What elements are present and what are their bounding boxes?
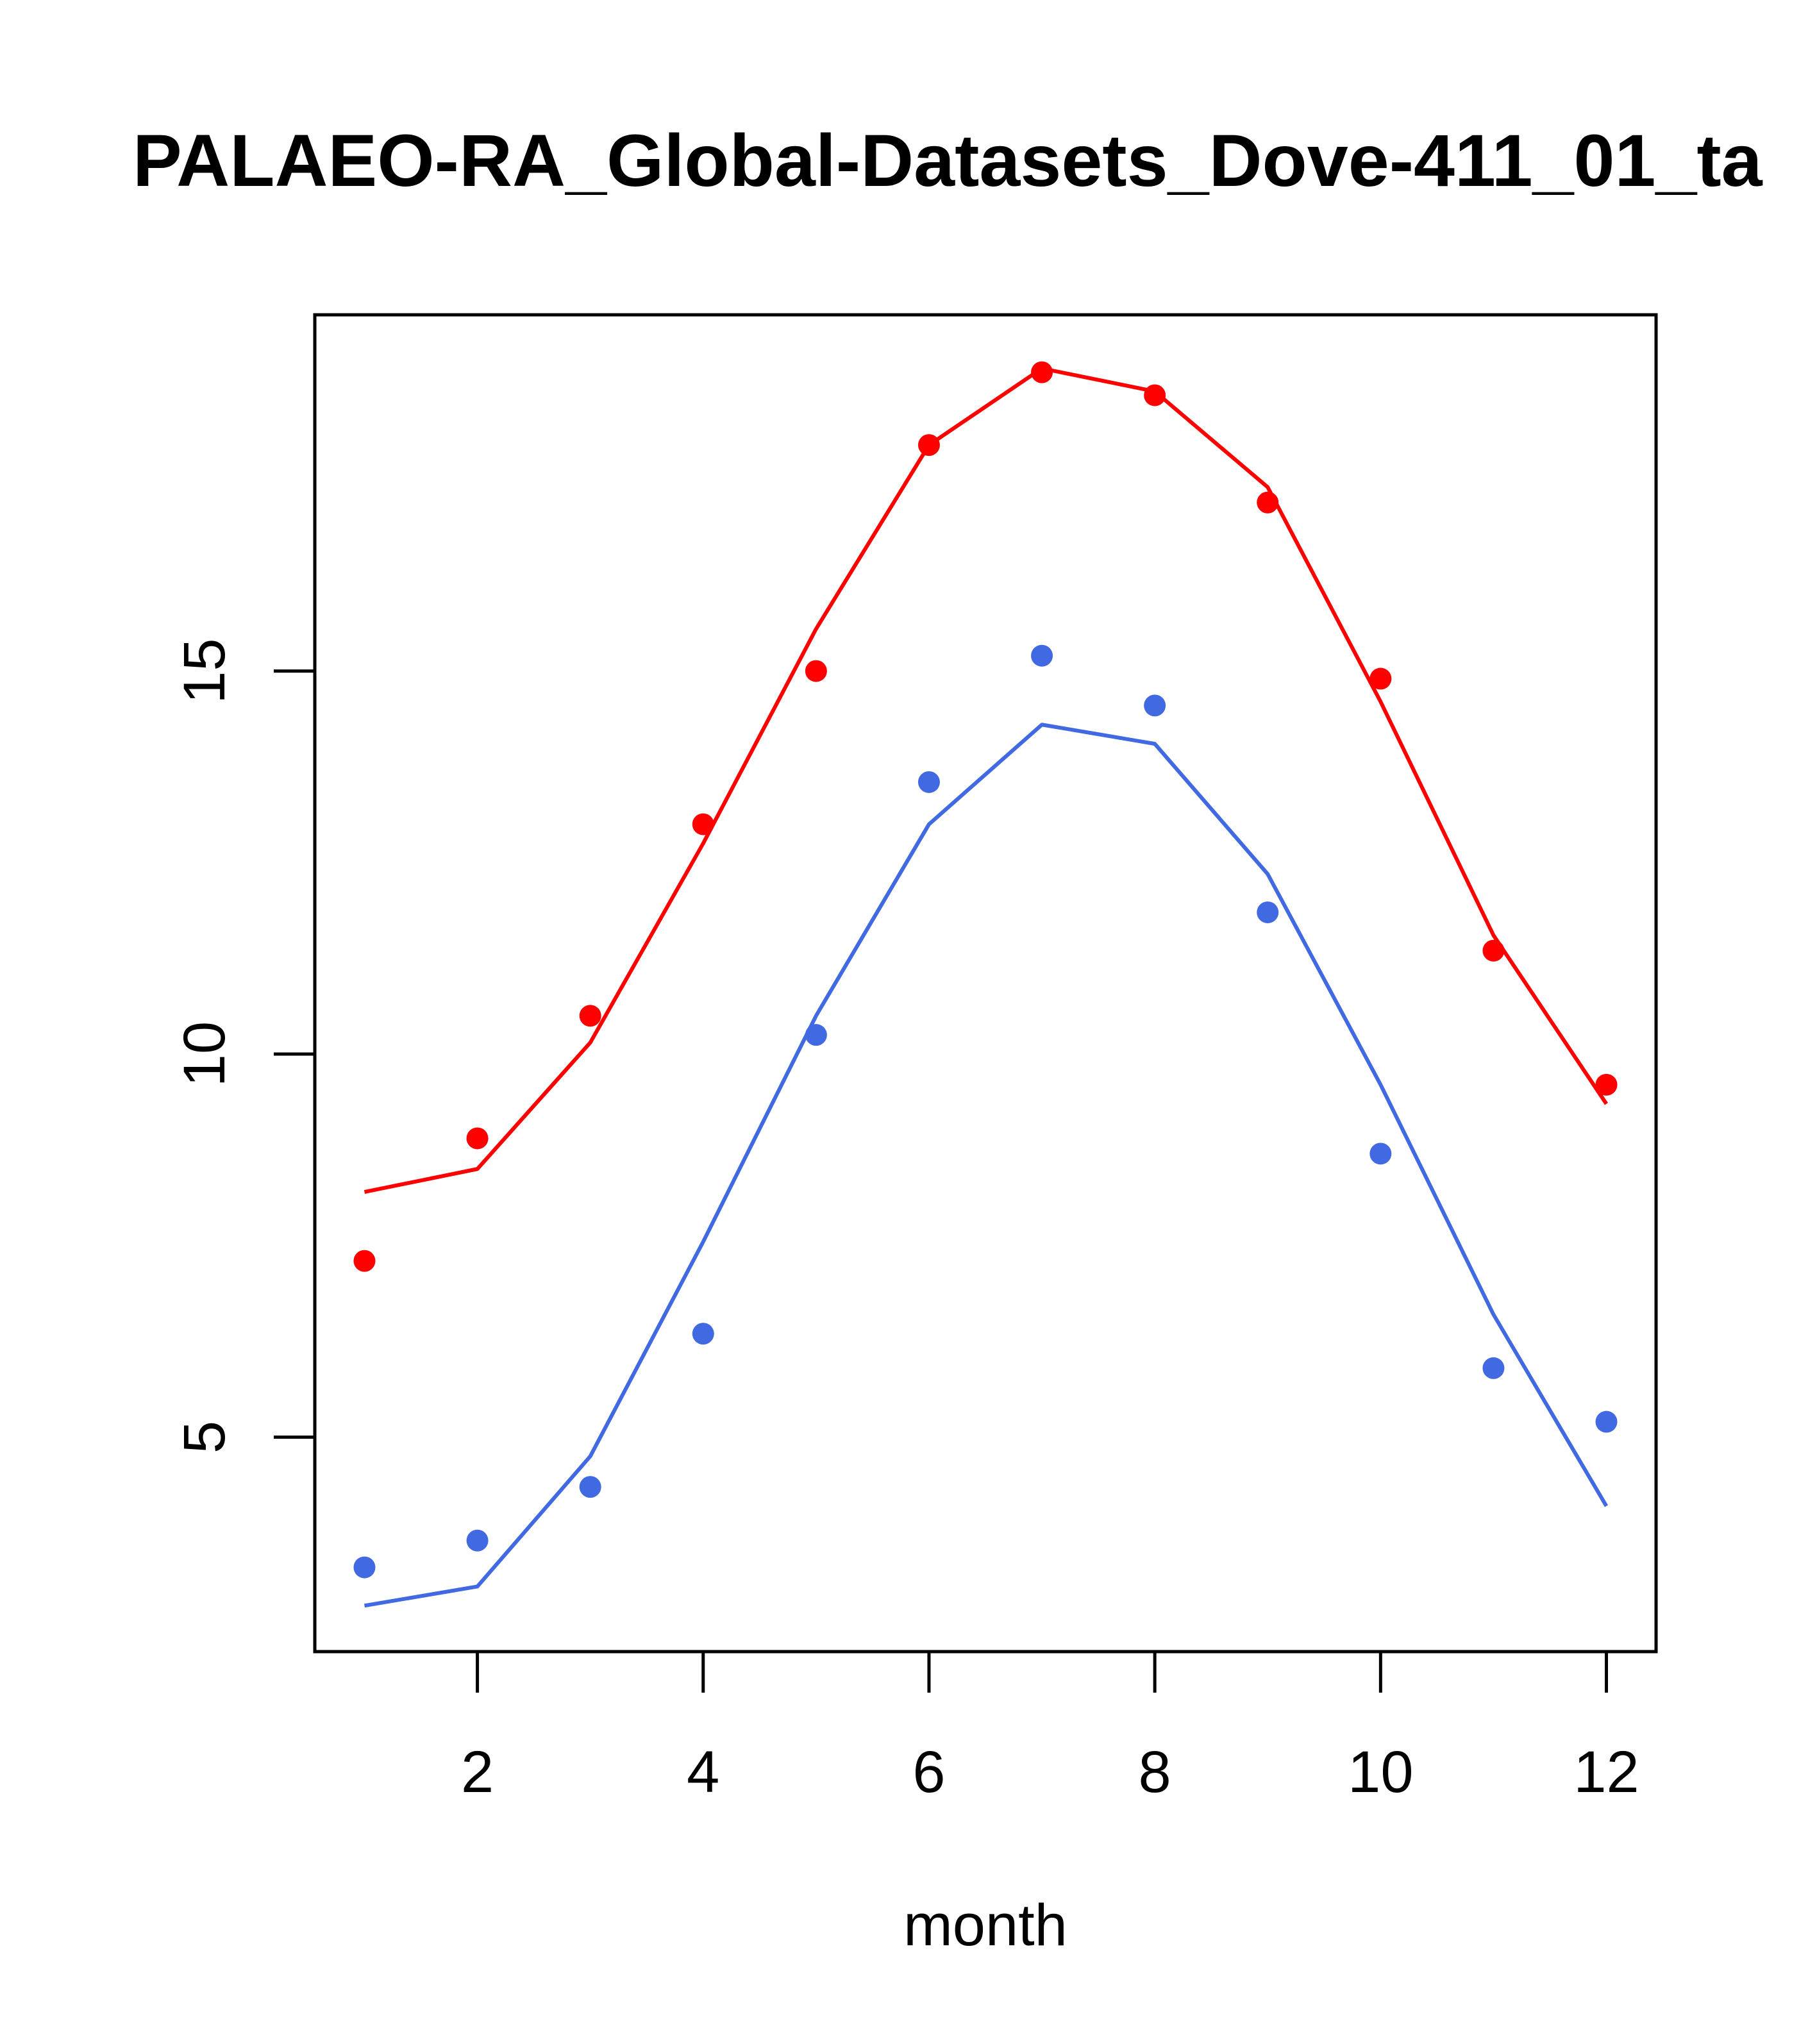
plot-frame	[313, 313, 1658, 1654]
data-point	[466, 1127, 489, 1150]
data-point	[1595, 1411, 1618, 1433]
data-point	[579, 1476, 601, 1498]
chart-title: PALAEO-RA_Global-Datasets_Dove-411_01_ta	[133, 120, 1763, 202]
x-tick-label: 8	[1139, 1739, 1171, 1805]
series-upper-points	[353, 361, 1618, 1272]
data-point	[1369, 1143, 1392, 1165]
data-point	[917, 771, 940, 793]
data-point	[805, 660, 827, 682]
data-point	[1369, 667, 1392, 690]
data-point	[353, 1250, 376, 1272]
data-point	[1482, 1357, 1505, 1379]
y-tick-label: 10	[172, 1021, 237, 1087]
y-tick-label: 5	[172, 1421, 237, 1453]
x-tick-label: 12	[1573, 1739, 1639, 1805]
series-lower-line	[364, 723, 1609, 1608]
y-tick-label: 15	[172, 638, 237, 703]
data-point	[466, 1529, 489, 1552]
data-point	[1257, 491, 1279, 514]
data-point	[579, 1005, 601, 1027]
data-point	[1595, 1073, 1618, 1096]
data-point	[917, 434, 940, 457]
data-point	[692, 813, 714, 835]
data-point	[1257, 901, 1279, 923]
data-point	[692, 1323, 714, 1345]
x-tick-label: 10	[1348, 1739, 1413, 1805]
series-line	[364, 366, 1609, 1194]
data-point	[1144, 694, 1166, 717]
series-lower-points	[353, 644, 1618, 1579]
data-point	[805, 1024, 827, 1046]
series-layer	[353, 361, 1618, 1608]
data-point	[1144, 384, 1166, 406]
data-point	[1482, 939, 1505, 962]
data-point	[1031, 361, 1053, 383]
x-tick-label: 2	[461, 1739, 494, 1805]
y-axis: 5 10 15	[172, 638, 317, 1453]
x-axis: 2 4 6 8 10 12	[461, 1650, 1639, 1805]
data-point	[1031, 644, 1053, 667]
series-line	[364, 723, 1609, 1608]
x-tick-label: 4	[687, 1739, 719, 1805]
x-axis-label: month	[903, 1893, 1068, 1958]
x-tick-label: 6	[912, 1739, 945, 1805]
series-upper-line	[364, 366, 1609, 1194]
data-point	[353, 1556, 376, 1579]
